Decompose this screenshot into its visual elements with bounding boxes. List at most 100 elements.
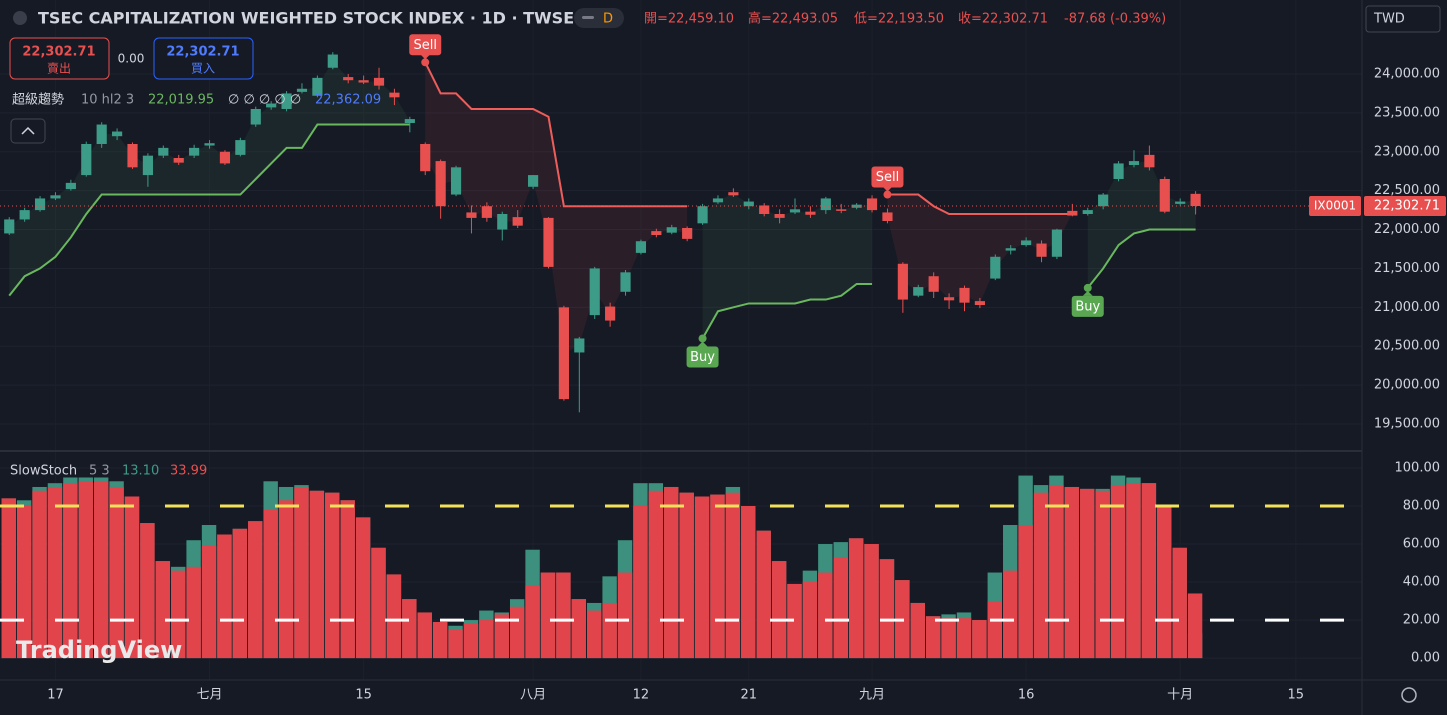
stoch-bar <box>694 496 710 659</box>
stoch-bar <box>278 500 294 659</box>
stoch-bar <box>540 572 556 659</box>
signal-point <box>1083 283 1092 292</box>
stoch-bar <box>771 561 787 659</box>
stoch-bar <box>1187 593 1203 659</box>
trend-fill <box>1087 161 1196 288</box>
stoch-bar <box>1110 485 1126 659</box>
trend-line <box>424 61 688 208</box>
candle-body <box>543 217 554 267</box>
signal-point <box>421 58 430 67</box>
y-tick-label: 20,000.00 <box>1374 378 1440 393</box>
stoch-bar <box>417 612 432 659</box>
candle-body <box>435 161 446 207</box>
stoch-bar <box>617 572 633 659</box>
candle-body <box>296 88 308 92</box>
y-tick-label: 20.00 <box>1403 613 1440 628</box>
signal-label: Buy <box>1075 299 1100 314</box>
candle-body <box>1159 178 1170 212</box>
stoch-bar <box>171 570 186 659</box>
sell-price[interactable]: 22,302.71 <box>22 45 95 60</box>
x-tick-label: 16 <box>1018 688 1035 703</box>
candle-body <box>743 201 754 207</box>
sell-button[interactable] <box>9 37 110 80</box>
stoch-bar <box>525 585 540 659</box>
signal-label: Sell <box>413 38 436 53</box>
stoch-bar <box>1049 485 1064 659</box>
stoch-bar <box>633 505 648 659</box>
signal-pointer <box>882 186 893 192</box>
stoch-bar <box>309 490 325 659</box>
indicator-up: 22,019.95 <box>148 93 214 108</box>
candle-body <box>281 93 292 109</box>
stoch-bar <box>879 559 895 659</box>
stoch-bar <box>93 481 109 659</box>
currency-button[interactable] <box>1365 5 1441 33</box>
candle-body <box>34 198 46 211</box>
stoch-bar <box>340 500 355 659</box>
signal-pointer <box>420 54 431 60</box>
stoch-bar <box>910 602 925 659</box>
stoch-bar <box>47 486 63 659</box>
candle-body <box>990 256 1001 279</box>
signal-label: Buy <box>690 350 715 365</box>
stoch-bar <box>833 557 848 659</box>
candle-body <box>204 143 215 146</box>
candle-body <box>50 195 61 199</box>
candle-body <box>127 143 138 168</box>
stoch-bar <box>864 544 879 659</box>
candle-body <box>959 287 970 303</box>
sell-label[interactable]: 賣出 <box>47 61 71 76</box>
buy-button[interactable] <box>153 37 254 80</box>
stoch-bar <box>756 530 771 659</box>
stoch-bar <box>263 509 278 659</box>
candle-body <box>1190 193 1201 207</box>
stoch-bar <box>679 492 694 659</box>
stoch-bar <box>587 610 602 659</box>
candle-body <box>1067 210 1078 216</box>
buy-price[interactable]: 22,302.71 <box>166 45 239 60</box>
interval-badge: D <box>603 12 613 27</box>
collapse-button[interactable] <box>10 118 46 144</box>
candle-body <box>466 212 477 218</box>
candle-body <box>651 231 662 235</box>
candle-body <box>189 147 200 156</box>
candle-body <box>805 211 816 215</box>
x-tick-label: 15 <box>1287 688 1304 703</box>
candle-body <box>1175 201 1186 204</box>
signal-label: Sell <box>876 170 899 185</box>
candle-body <box>1144 154 1155 168</box>
signal-box <box>871 166 904 188</box>
ohlc-change: -87.68 (-0.39%) <box>1064 12 1166 27</box>
collapse-icon[interactable] <box>21 126 35 135</box>
signal-pointer <box>1082 290 1093 296</box>
candle-body <box>774 213 785 218</box>
settings-icon[interactable] <box>1401 687 1417 703</box>
y-tick-label: 100.00 <box>1395 460 1441 475</box>
y-tick-label: 24,000.00 <box>1374 66 1440 81</box>
stoch-bar <box>32 490 47 659</box>
ohlc-low: 低=22,193.50 <box>854 12 944 27</box>
stoch-bar <box>1 498 16 659</box>
stoch-bar <box>1064 486 1080 659</box>
candle-body <box>1036 243 1047 257</box>
candle-body <box>712 198 724 203</box>
stoch-bar <box>1003 570 1018 659</box>
stoch-bar <box>741 505 756 659</box>
stoch-bar <box>1172 547 1187 659</box>
stoch-bar <box>571 599 587 659</box>
candle-body <box>142 155 153 176</box>
candle-body <box>404 119 415 123</box>
candle-body <box>312 77 323 96</box>
x-tick-label: 17 <box>47 688 64 703</box>
candle-body <box>4 219 15 234</box>
currency[interactable]: TWD <box>1373 12 1405 27</box>
stoch-bar <box>386 574 402 659</box>
y-tick-label: 40.00 <box>1403 575 1440 590</box>
signal-point <box>883 190 892 199</box>
buy-label[interactable]: 買入 <box>191 62 215 76</box>
ohlc-open: 開=22,459.10 <box>644 12 734 27</box>
indicator-down: 22,362.09 <box>315 93 381 108</box>
candle-body <box>112 131 123 137</box>
y-tick-label: 22,000.00 <box>1374 222 1440 237</box>
